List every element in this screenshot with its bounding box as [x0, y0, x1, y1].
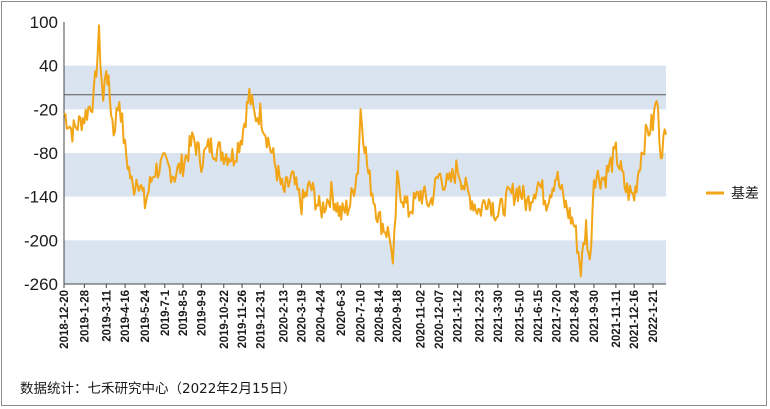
- y-tick-label: 100: [30, 13, 58, 32]
- x-tick-label: 2019-3-11: [101, 289, 113, 341]
- grid-band: [64, 65, 666, 110]
- x-tick-label: 2019-11-26: [237, 290, 249, 348]
- x-tick-label: 2020-9-18: [392, 289, 404, 342]
- x-tick-label: 2019-4-16: [120, 290, 132, 342]
- x-tick-label: 2019-9-9: [196, 290, 208, 336]
- x-tick-label: 2021-1-12: [453, 290, 465, 342]
- y-tick-label: 40: [39, 57, 58, 76]
- x-tick-label: 2021-6-15: [533, 289, 545, 342]
- x-tick-label: 2021-7-20: [551, 290, 563, 342]
- x-tick-label: 2018-12-20: [59, 290, 71, 349]
- series-line-basis: [63, 24, 667, 278]
- x-tick-label: 2019-12-31: [255, 289, 267, 348]
- y-tick-label: -140: [24, 188, 58, 207]
- x-tick-label: 2021-3-30: [493, 290, 505, 342]
- x-tick-label: 2019-5-24: [140, 289, 152, 342]
- x-tick-label: 2020-11-02: [416, 290, 428, 348]
- y-tick-label: -200: [24, 231, 58, 250]
- x-tick-label: 2020-12-07: [434, 290, 446, 349]
- grid-band: [64, 153, 666, 197]
- x-tick-label: 2019-1-28: [79, 289, 91, 342]
- x-tick-label: 2019-8-5: [178, 289, 190, 336]
- x-tick-label: 2019-7-1: [160, 289, 172, 336]
- background-bands: [64, 65, 666, 284]
- source-note: 数据统计：七禾研究中心（2022年2月15日）: [20, 381, 297, 397]
- y-axis-ticks: 100 40 -20 -80 -140 -200 -260: [24, 13, 58, 294]
- x-tick-label: 2021-9-30: [589, 290, 601, 342]
- y-tick-label: -20: [33, 100, 58, 119]
- x-axis-ticks: 2018-12-20 2019-1-28 2019-3-11 2019-4-16 201…: [59, 284, 660, 349]
- y-tick-label: -260: [24, 275, 58, 294]
- x-tick-label: 2019-10-22: [219, 290, 231, 349]
- x-tick-label: 2021-8-24: [570, 289, 582, 342]
- x-tick-label: 2020-4-24: [315, 289, 327, 342]
- x-tick-label: 2021-5-10: [514, 290, 526, 342]
- x-tick-label: 2021-11-11: [611, 289, 623, 347]
- y-tick-label: -80: [33, 144, 58, 163]
- x-tick-label: 2022-1-21: [648, 289, 660, 342]
- x-tick-label: 2020-8-14: [374, 289, 386, 342]
- grid-band: [64, 240, 666, 284]
- x-tick-label: 2021-2-23: [475, 290, 487, 342]
- legend: 基差: [706, 185, 759, 202]
- x-tick-label: 2020-2-13: [278, 290, 290, 342]
- x-tick-label: 2020-3-19: [297, 290, 309, 342]
- x-tick-label: 2020-6-3: [336, 290, 348, 336]
- legend-label-basis: 基差: [731, 185, 759, 202]
- x-tick-label: 2020-7-10: [356, 290, 368, 342]
- x-tick-label: 2021-12-16: [629, 290, 641, 349]
